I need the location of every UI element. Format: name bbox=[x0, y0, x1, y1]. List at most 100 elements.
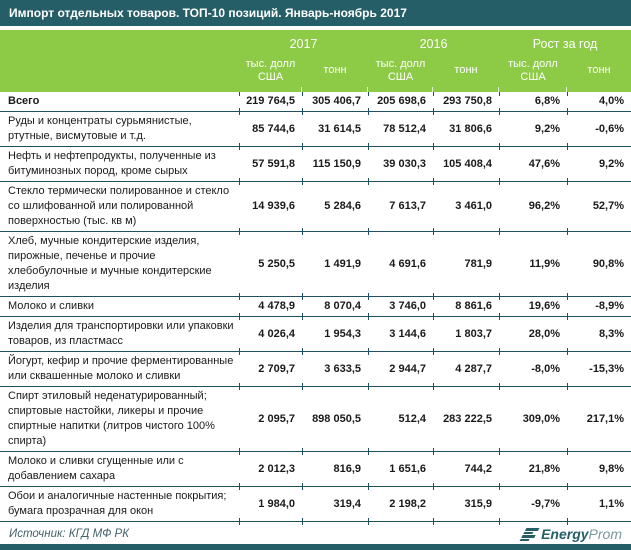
cell-value: 8 861,6 bbox=[433, 296, 500, 320]
cell-value: 512,4 bbox=[368, 386, 434, 455]
header-usd-2017: тыс. долл США bbox=[239, 54, 302, 92]
cell-value: 1 984,0 bbox=[239, 486, 303, 525]
header-year-2016: 2016 bbox=[368, 30, 499, 54]
cell-value: 9,2% bbox=[499, 111, 568, 150]
table-row: Молоко и сливки 4 478,9 8 070,4 3 746,0 8 86… bbox=[0, 296, 631, 320]
table-row: Всего 219 764,5 305 406,7 205 698,6 293 750,… bbox=[0, 92, 631, 115]
table-row: Изделия для транспортировки или упаковки… bbox=[0, 316, 631, 355]
row-label: Молоко и сливки bbox=[0, 296, 240, 320]
cell-value: 7 613,7 bbox=[368, 181, 434, 235]
header-tonn-growth: тонн bbox=[567, 54, 631, 92]
table-row: Стекло термически полированное и стекло … bbox=[0, 181, 631, 235]
cell-value: -0,6% bbox=[567, 111, 631, 147]
energyprom-logo-text: EnergyProm bbox=[541, 526, 622, 542]
header-usd-growth: тыс. долл США bbox=[499, 54, 567, 92]
row-label: Стекло термически полированное и стекло … bbox=[0, 181, 240, 235]
cell-value: 4 478,9 bbox=[239, 296, 303, 320]
cell-value: 1 954,3 bbox=[302, 316, 369, 355]
cell-value: -8,0% bbox=[499, 351, 568, 390]
header-tonn-2016: тонн bbox=[433, 54, 499, 92]
header-usd-2016: тыс. долл США bbox=[368, 54, 433, 92]
table-header-years: 2017 2016 Рост за год bbox=[0, 30, 631, 92]
cell-value: 3 633,5 bbox=[302, 351, 369, 390]
cell-value: 1 491,9 bbox=[302, 231, 369, 300]
cell-value: 816,9 bbox=[302, 451, 369, 490]
cell-value: 305 406,7 bbox=[302, 92, 369, 115]
cell-value: 205 698,6 bbox=[368, 92, 434, 115]
cell-value: 1,1% bbox=[567, 486, 631, 522]
cell-value: 4 691,6 bbox=[368, 231, 434, 300]
header-year-2017: 2017 bbox=[239, 30, 368, 54]
cell-value: 11,9% bbox=[499, 231, 568, 300]
cell-value: 78 512,4 bbox=[368, 111, 434, 150]
cell-value: 31 614,5 bbox=[302, 111, 369, 150]
table-body: Всего 219 764,5 305 406,7 205 698,6 293 750,… bbox=[0, 92, 631, 525]
cell-value: 781,9 bbox=[433, 231, 500, 300]
cell-value: 85 744,6 bbox=[239, 111, 303, 150]
cell-value: 5 250,5 bbox=[239, 231, 303, 300]
cell-value: 14 939,6 bbox=[239, 181, 303, 235]
energyprom-logo-icon bbox=[519, 527, 540, 541]
cell-value: 52,7% bbox=[567, 181, 631, 232]
table-row: Молоко и сливки сгущенные или с добавлен… bbox=[0, 451, 631, 490]
cell-value: 47,6% bbox=[499, 146, 568, 185]
cell-value: 3 746,0 bbox=[368, 296, 434, 320]
source-note: Источник: КГД МФ РК bbox=[9, 528, 129, 540]
cell-value: 4 287,7 bbox=[433, 351, 500, 390]
cell-value: 744,2 bbox=[433, 451, 500, 490]
cell-value: 1 803,7 bbox=[433, 316, 500, 355]
title-bar: Импорт отдельных товаров. ТОП-10 позиций… bbox=[0, 0, 631, 26]
cell-value: 19,6% bbox=[499, 296, 568, 320]
table-row: Хлеб, мучные кондитерские изделия, пирож… bbox=[0, 231, 631, 300]
cell-value: 96,2% bbox=[499, 181, 568, 235]
row-label: Руды и концентраты сурьмянистые, ртутные… bbox=[0, 111, 240, 150]
cell-value: 39 030,3 bbox=[368, 146, 434, 185]
cell-value: 105 408,4 bbox=[433, 146, 500, 185]
cell-value: 315,9 bbox=[433, 486, 500, 525]
row-label: Изделия для транспортировки или упаковки… bbox=[0, 316, 240, 355]
cell-value: 283 222,5 bbox=[433, 386, 500, 455]
header-empty-cell bbox=[0, 30, 239, 92]
cell-value: 4,0% bbox=[567, 92, 631, 112]
header-growth: Рост за год bbox=[499, 30, 631, 54]
cell-value: 1 651,6 bbox=[368, 451, 434, 490]
cell-value: 21,8% bbox=[499, 451, 568, 490]
cell-value: 219 764,5 bbox=[239, 92, 303, 115]
table-row: Спирт этиловый неденатурированный; спирт… bbox=[0, 386, 631, 455]
row-label: Йогурт, кефир и прочие ферментированные … bbox=[0, 351, 240, 390]
cell-value: 90,8% bbox=[567, 231, 631, 297]
cell-value: 57 591,8 bbox=[239, 146, 303, 185]
cell-value: 115 150,9 bbox=[302, 146, 369, 185]
cell-value: 2 095,7 bbox=[239, 386, 303, 455]
cell-value: 309,0% bbox=[499, 386, 568, 455]
row-label: Нефть и нефтепродукты, полученные из бит… bbox=[0, 146, 240, 185]
cell-value: 217,1% bbox=[567, 386, 631, 452]
cell-value: 8 070,4 bbox=[302, 296, 369, 320]
cell-value: 3 461,0 bbox=[433, 181, 500, 235]
bottom-bar bbox=[0, 544, 631, 550]
table-row: Йогурт, кефир и прочие ферментированные … bbox=[0, 351, 631, 390]
cell-value: 9,2% bbox=[567, 146, 631, 182]
cell-value: 28,0% bbox=[499, 316, 568, 355]
row-label: Хлеб, мучные кондитерские изделия, пирож… bbox=[0, 231, 240, 300]
cell-value: 898 050,5 bbox=[302, 386, 369, 455]
row-label: Спирт этиловый неденатурированный; спирт… bbox=[0, 386, 240, 455]
cell-value: 6,8% bbox=[499, 92, 568, 115]
cell-value: 2 709,7 bbox=[239, 351, 303, 390]
cell-value: 319,4 bbox=[302, 486, 369, 525]
cell-value: 8,3% bbox=[567, 316, 631, 352]
cell-value: -8,9% bbox=[567, 296, 631, 317]
table-row: Обои и аналогичные настенные покрытия; б… bbox=[0, 486, 631, 525]
row-label: Обои и аналогичные настенные покрытия; б… bbox=[0, 486, 240, 525]
table-header-units: тыс. долл США тонн тыс. долл США тонн ты… bbox=[0, 54, 631, 92]
cell-value: -9,7% bbox=[499, 486, 568, 525]
cell-value: 293 750,8 bbox=[433, 92, 500, 115]
footer: Источник: КГД МФ РК EnergyProm bbox=[0, 522, 631, 544]
row-label: Молоко и сливки сгущенные или с добавлен… bbox=[0, 451, 240, 490]
cell-value: 2 198,2 bbox=[368, 486, 434, 525]
cell-value: 5 284,6 bbox=[302, 181, 369, 235]
cell-value: 4 026,4 bbox=[239, 316, 303, 355]
table-header: 2017 2016 Рост за год тыс. долл США тонн… bbox=[0, 30, 631, 92]
table-row: Нефть и нефтепродукты, полученные из бит… bbox=[0, 146, 631, 185]
